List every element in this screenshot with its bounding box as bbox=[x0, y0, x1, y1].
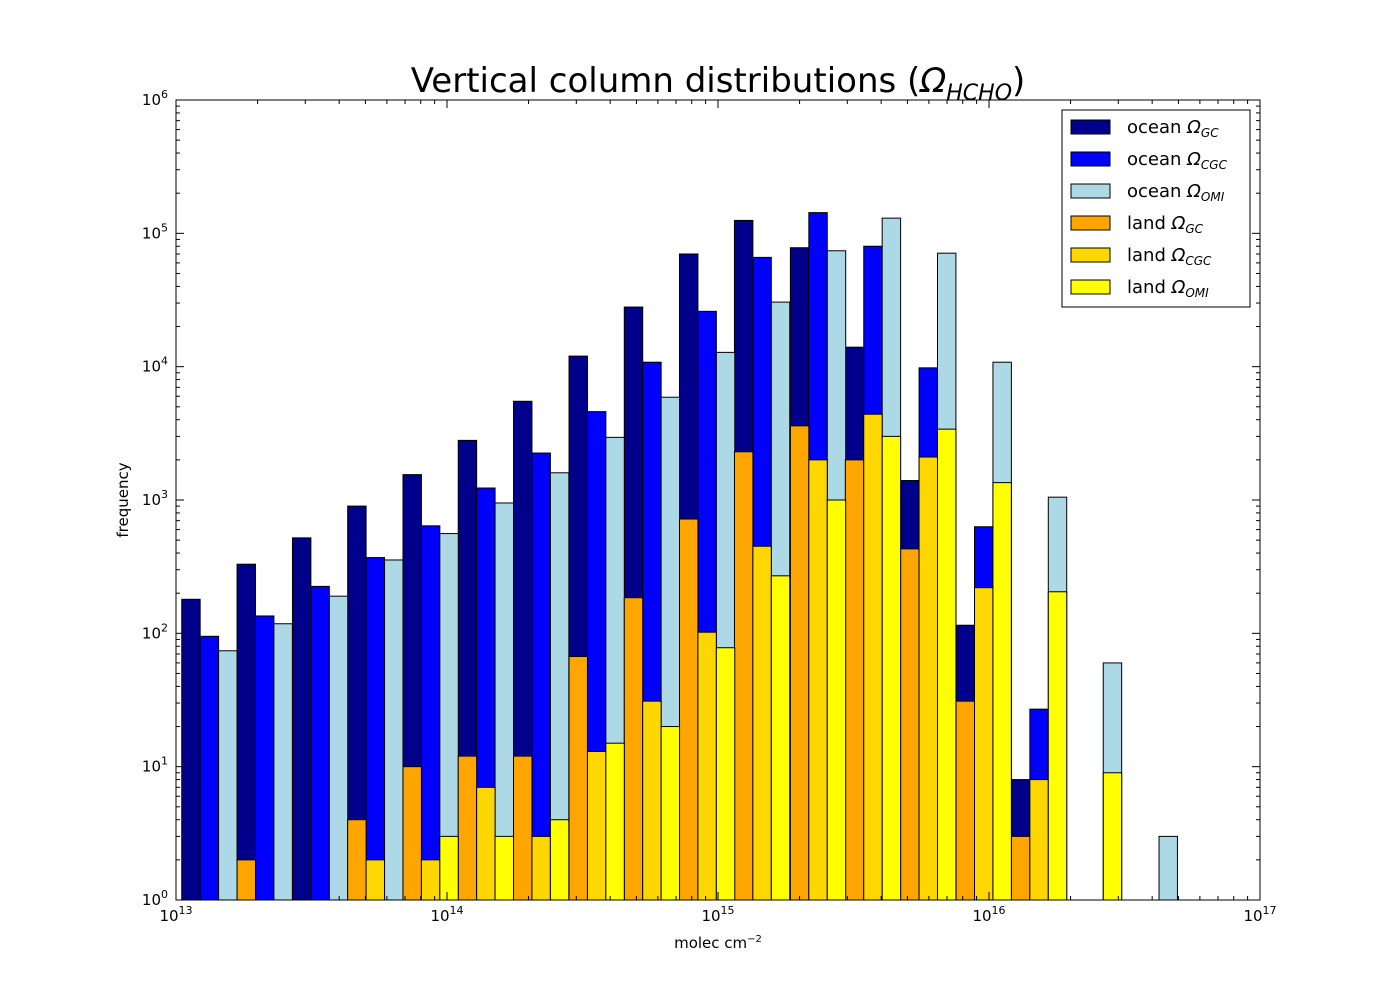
bar-land-gc-3 bbox=[347, 819, 367, 901]
bar-land-omi-10 bbox=[770, 575, 791, 901]
legend-label-ocean-omi: ocean ΩOMI bbox=[1127, 181, 1225, 204]
bar-ocean-cgc-4 bbox=[420, 525, 441, 901]
bar-land-gc-12 bbox=[844, 459, 865, 901]
bar-land-omi-15 bbox=[1047, 591, 1068, 901]
x-tick-label: 1013 bbox=[159, 904, 192, 925]
bar-land-cgc-10 bbox=[752, 545, 772, 901]
bar-land-cgc-7 bbox=[586, 750, 607, 901]
y-tick-label: 103 bbox=[142, 488, 168, 509]
x-axis-label-main: molec cm bbox=[674, 934, 747, 952]
bar-land-gc-14 bbox=[955, 700, 976, 901]
bar-land-gc-9 bbox=[679, 518, 699, 901]
bar-land-omi-9 bbox=[715, 647, 736, 901]
legend-swatch-ocean-cgc bbox=[1070, 151, 1111, 167]
bar-ocean-cgc-3 bbox=[365, 557, 386, 901]
bar-land-cgc-8 bbox=[642, 700, 662, 901]
bar-land-gc-5 bbox=[457, 755, 478, 901]
x-axis-label: molec cm−2 bbox=[674, 934, 762, 952]
y-tick-label: 106 bbox=[142, 88, 168, 109]
bar-ocean-cgc-1 bbox=[254, 615, 275, 901]
bar-ocean-omi-2 bbox=[328, 595, 349, 901]
legend-label-land-gc: land ΩGC bbox=[1127, 213, 1204, 236]
bar-land-omi-12 bbox=[881, 435, 902, 901]
bar-land-omi-11 bbox=[826, 499, 847, 901]
bar-land-cgc-4 bbox=[420, 859, 441, 901]
y-axis-label: frequency bbox=[114, 462, 132, 537]
x-axis: 1013 1014 1015 1016 1017 bbox=[159, 100, 1277, 925]
bar-land-omi-16 bbox=[1102, 772, 1123, 901]
legend-box bbox=[1061, 109, 1251, 308]
legend-swatch-ocean-gc bbox=[1070, 119, 1111, 135]
bar-land-cgc-12 bbox=[863, 413, 883, 901]
bar-land-gc-7 bbox=[568, 656, 588, 901]
y-tick-label: 100 bbox=[142, 888, 168, 909]
chart-title-symbol: Ω bbox=[918, 61, 946, 101]
bar-land-cgc-5 bbox=[476, 786, 496, 901]
bar-ocean-cgc-2 bbox=[310, 585, 330, 901]
x-tick-label: 1016 bbox=[972, 904, 1005, 925]
bar-ocean-gc-0 bbox=[181, 598, 201, 901]
bar-land-omi-6 bbox=[549, 819, 570, 901]
chart-title: Vertical column distributions (ΩHCHO) bbox=[411, 61, 1026, 106]
legend-label-land-omi: land ΩOMI bbox=[1127, 277, 1209, 300]
bar-land-gc-13 bbox=[900, 548, 920, 901]
legend: ocean ΩGC ocean ΩCGC ocean ΩOMI land ΩGC lan… bbox=[1061, 109, 1251, 308]
legend-swatch-land-gc bbox=[1070, 215, 1111, 231]
y-tick-label: 105 bbox=[142, 221, 168, 242]
x-axis-label-sup: −2 bbox=[747, 934, 762, 945]
bar-land-gc-15 bbox=[1010, 835, 1031, 901]
bar-land-gc-6 bbox=[513, 755, 533, 901]
bar-land-cgc-15 bbox=[1029, 779, 1049, 901]
y-tick-label: 104 bbox=[142, 355, 168, 376]
bar-ocean-omi-17 bbox=[1158, 835, 1178, 901]
bar-land-gc-8 bbox=[623, 597, 644, 901]
bar-land-cgc-6 bbox=[531, 835, 551, 901]
bars-group bbox=[181, 212, 1178, 901]
bar-land-gc-10 bbox=[733, 451, 754, 901]
bar-ocean-omi-1 bbox=[273, 623, 293, 901]
legend-label-land-cgc: land ΩCGC bbox=[1127, 245, 1212, 268]
bar-land-cgc-14 bbox=[974, 587, 994, 901]
bar-land-omi-4 bbox=[439, 835, 459, 901]
bar-land-gc-1 bbox=[236, 859, 256, 901]
bar-ocean-gc-2 bbox=[291, 537, 312, 901]
bar-ocean-cgc-6 bbox=[531, 452, 551, 901]
x-tick-label: 1015 bbox=[701, 904, 734, 925]
bar-land-omi-5 bbox=[494, 835, 515, 901]
y-tick-label: 101 bbox=[142, 755, 168, 776]
legend-label-ocean-gc: ocean ΩGC bbox=[1127, 117, 1219, 140]
bar-ocean-omi-0 bbox=[218, 650, 238, 901]
bar-land-omi-14 bbox=[992, 482, 1012, 901]
bar-ocean-omi-3 bbox=[384, 559, 404, 901]
bar-land-omi-13 bbox=[936, 428, 957, 901]
chart-title-subscript: HCHO bbox=[946, 81, 1012, 106]
bar-land-cgc-9 bbox=[697, 631, 717, 901]
bar-ocean-gc-1 bbox=[236, 563, 256, 901]
bar-land-omi-7 bbox=[605, 742, 625, 901]
x-tick-label: 1014 bbox=[430, 904, 463, 925]
legend-swatch-ocean-omi bbox=[1070, 183, 1111, 199]
bar-land-gc-4 bbox=[402, 766, 422, 901]
x-tick-label: 1017 bbox=[1243, 904, 1276, 925]
bar-land-cgc-3 bbox=[365, 859, 386, 901]
y-axis: 100 101 102 103 104 105 106 bbox=[142, 88, 1260, 909]
chart-title-main: Vertical column distributions ( bbox=[411, 61, 921, 101]
bar-ocean-cgc-0 bbox=[199, 635, 220, 901]
bar-land-cgc-11 bbox=[808, 459, 828, 901]
bar-land-gc-11 bbox=[789, 425, 810, 901]
bar-land-omi-8 bbox=[660, 726, 681, 901]
bar-land-cgc-13 bbox=[918, 456, 939, 901]
legend-label-ocean-cgc: ocean ΩCGC bbox=[1127, 149, 1228, 172]
chart-title-close: ) bbox=[1012, 61, 1025, 101]
legend-swatch-land-cgc bbox=[1070, 247, 1111, 263]
y-tick-label: 102 bbox=[142, 621, 168, 642]
legend-swatch-land-omi bbox=[1070, 279, 1111, 295]
